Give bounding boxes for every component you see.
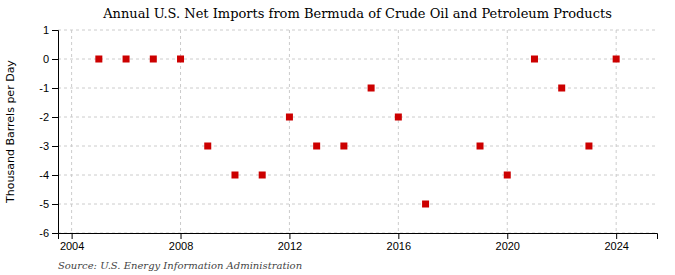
y-tick-label: -3: [39, 140, 49, 152]
grid-line-y: [58, 175, 657, 176]
point: [95, 56, 102, 63]
point: [504, 172, 511, 179]
x-tick-label: 2020: [496, 240, 520, 252]
point: [231, 172, 238, 179]
point: [313, 143, 320, 150]
x-tick-mark: [398, 233, 399, 239]
point: [177, 56, 184, 63]
x-tick-label: 2024: [604, 240, 628, 252]
x-tick-label: 2008: [169, 240, 193, 252]
point: [422, 201, 429, 208]
grid-line-x: [289, 30, 290, 233]
x-axis-line: [59, 234, 658, 240]
grid-line-x: [507, 30, 508, 233]
annotation: Source: U.S. Energy Information Administ…: [58, 260, 302, 271]
y-tick-mark: [52, 30, 58, 31]
y-tick-mark: [52, 59, 58, 60]
x-tick: 2008: [169, 233, 193, 252]
point: [395, 114, 402, 121]
x-tick: 2016: [387, 233, 411, 252]
point: [123, 56, 130, 63]
point: [204, 143, 211, 150]
grid-line-y: [58, 59, 657, 60]
point: [150, 56, 157, 63]
grid-line-x: [398, 30, 399, 233]
y-tick: 0: [43, 53, 58, 65]
y-tick-mark: [52, 146, 58, 147]
grid-line-y: [58, 30, 657, 31]
y-tick-label: 0: [43, 53, 49, 65]
y-axis: 1 0 -1 -2 -3 -4 -5 -6: [39, 24, 58, 239]
point: [613, 56, 620, 63]
y-tick-label: -6: [39, 227, 49, 239]
x-tick-mark: [289, 233, 290, 239]
y-axis-label: Thousand Barrels per Day: [4, 60, 17, 204]
point: [477, 143, 484, 150]
point: [259, 172, 266, 179]
plot-area: 2004 2008 2012 2016 2020 2024 1 0 -1 -2 -3 -4 -5 -6: [39, 24, 657, 252]
y-tick: -6: [39, 227, 58, 239]
y-tick: -4: [39, 169, 58, 181]
point: [531, 56, 538, 63]
x-axis: 2004 2008 2012 2016 2020 2024: [59, 233, 658, 252]
x-tick-mark: [181, 233, 182, 239]
x-tick: 2024: [604, 233, 628, 252]
y-tick-mark: [52, 175, 58, 176]
y-tick: -5: [39, 198, 58, 210]
y-tick: -2: [39, 111, 58, 123]
y-tick: -3: [39, 140, 58, 152]
y-tick-mark: [52, 204, 58, 205]
grid-line-y: [58, 117, 657, 118]
x-tick-mark: [616, 233, 617, 239]
y-tick-label: -1: [39, 82, 49, 94]
y-tick-label: 1: [43, 24, 49, 36]
point: [368, 85, 375, 92]
grid-line-y: [58, 204, 657, 205]
chart: 2004 2008 2012 2016 2020 2024 1 0 -1 -2 -3 -4 -5 -6 An…: [0, 0, 675, 275]
point: [585, 143, 592, 150]
y-tick-label: -4: [39, 169, 49, 181]
x-tick: 2004: [60, 233, 84, 252]
y-tick-mark: [52, 233, 58, 234]
grid-line-x: [71, 30, 72, 233]
x-tick: 2012: [278, 233, 302, 252]
y-axis-line: [52, 31, 59, 234]
point: [340, 143, 347, 150]
y-tick: 1: [43, 24, 58, 36]
x-tick-label: 2016: [387, 240, 411, 252]
grid-line-y: [58, 146, 657, 147]
point: [286, 114, 293, 121]
x-tick-label: 2004: [60, 240, 84, 252]
title: Annual U.S. Net Imports from Bermuda of …: [102, 6, 612, 21]
point: [558, 85, 565, 92]
x-tick-mark: [507, 233, 508, 239]
x-tick-mark: [72, 233, 73, 239]
y-tick-label: -2: [39, 111, 49, 123]
y-tick-mark: [52, 117, 58, 118]
y-tick: -1: [39, 82, 58, 94]
grid-line-y: [58, 88, 657, 89]
y-tick-mark: [52, 88, 58, 89]
y-tick-label: -5: [39, 198, 49, 210]
grid: [58, 30, 657, 233]
x-tick: 2020: [496, 233, 520, 252]
x-tick-label: 2012: [278, 240, 302, 252]
points: [95, 56, 619, 208]
